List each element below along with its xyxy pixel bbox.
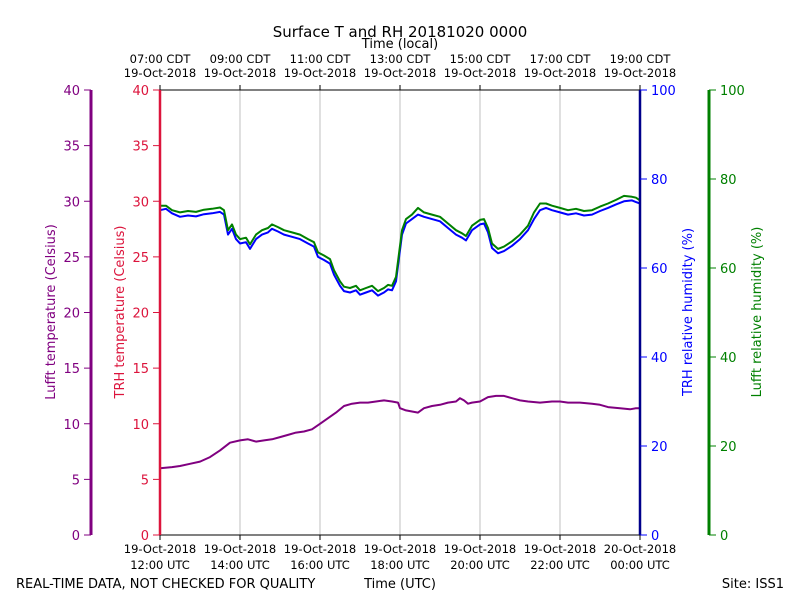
chart-title: Surface T and RH 20181020 0000 (273, 23, 528, 41)
top-x-tick-time: 19:00 CDT (610, 52, 672, 66)
top-x-tick-time: 17:00 CDT (530, 52, 592, 66)
lufft-temperature-tick-label: 10 (63, 418, 80, 433)
lufft-temperature-tick-label: 15 (63, 362, 80, 377)
top-x-tick-time: 15:00 CDT (450, 52, 512, 66)
lufft-humidity-tick-label: 80 (720, 173, 737, 188)
bottom-x-tick-time: 16:00 UTC (290, 558, 350, 572)
trh-humidity-tick-label: 100 (651, 84, 676, 99)
lufft-temperature-tick-label: 5 (72, 473, 80, 488)
trh-temperature-tick-label: 40 (132, 84, 149, 99)
bottom-x-tick-date: 19-Oct-2018 (284, 542, 356, 556)
bottom-x-tick-date: 19-Oct-2018 (524, 542, 596, 556)
trh-temperature-tick-label: 10 (132, 418, 149, 433)
trh-humidity-tick-label: 20 (651, 440, 668, 455)
trh-humidity-tick-label: 0 (651, 529, 659, 544)
bottom-x-tick-date: 19-Oct-2018 (364, 542, 436, 556)
trh-temperature-tick-label: 30 (132, 195, 149, 210)
lufft-humidity-tick-label: 40 (720, 351, 737, 366)
top-x-tick-time: 13:00 CDT (370, 52, 432, 66)
trh-temperature-tick-label: 25 (132, 251, 149, 266)
bottom-x-tick-time: 00:00 UTC (610, 558, 670, 572)
series-line-trh_rh (159, 199, 641, 297)
top-x-tick-time: 07:00 CDT (130, 52, 192, 66)
top-x-tick-time: 11:00 CDT (290, 52, 352, 66)
data-series (159, 194, 641, 470)
top-x-tick-date: 19-Oct-2018 (444, 66, 516, 80)
bottom-x-tick-date: 20-Oct-2018 (604, 542, 676, 556)
series-line-lufft_rh (160, 194, 641, 293)
top-x-tick-date: 19-Oct-2018 (204, 66, 276, 80)
bottom-x-tick-time: 18:00 UTC (370, 558, 430, 572)
trh-temperature-tick-label: 20 (132, 307, 149, 322)
lufft-temperature-axis-label: Lufft temperature (Celsius) (44, 224, 59, 400)
trh-humidity-tick-label: 40 (651, 351, 668, 366)
x-axis-label: Time (UTC) (363, 577, 436, 592)
lufft-temperature-tick-label: 40 (63, 84, 80, 99)
lufft-humidity-axis-label: Lufft relative humidity (%) (750, 227, 765, 398)
lufft-humidity-tick-label: 0 (720, 529, 728, 544)
bottom-x-tick-date: 19-Oct-2018 (204, 542, 276, 556)
x-gridlines (239, 90, 561, 535)
lufft-temperature-tick-label: 25 (63, 251, 80, 266)
lufft-humidity-tick-label: 60 (720, 262, 737, 277)
trh-temperature-tick-label: 0 (141, 529, 149, 544)
lufft-temperature-tick-label: 0 (72, 529, 80, 544)
lufft-temperature-tick-label: 30 (63, 195, 80, 210)
site-label: Site: ISS1 (722, 577, 784, 592)
top-x-tick-date: 19-Oct-2018 (124, 66, 196, 80)
top-x-tick-time: 09:00 CDT (210, 52, 272, 66)
trh-temperature-axis-label: TRH temperature (Celsius) (113, 226, 128, 400)
axis-ticks: 0 5 10 15 20 25 30 35 40 0 5 10 15 20 25 30 35 40 0 20 40 60 8… (63, 52, 744, 572)
bottom-x-tick-date: 19-Oct-2018 (444, 542, 516, 556)
trh-humidity-tick-label: 80 (651, 173, 668, 188)
trh-humidity-tick-label: 60 (651, 262, 668, 277)
bottom-x-tick-time: 14:00 UTC (210, 558, 270, 572)
series-line-lufft_temp (159, 394, 640, 470)
bottom-x-tick-time: 22:00 UTC (530, 558, 590, 572)
trh-temperature-tick-label: 15 (132, 362, 149, 377)
lufft-temperature-tick-label: 35 (63, 140, 80, 155)
top-axis-label: Time (local) (361, 37, 438, 52)
top-x-tick-date: 19-Oct-2018 (364, 66, 436, 80)
bottom-x-tick-date: 19-Oct-2018 (124, 542, 196, 556)
lufft-humidity-tick-label: 100 (720, 84, 745, 99)
top-x-tick-date: 19-Oct-2018 (524, 66, 596, 80)
lufft-temperature-tick-label: 20 (63, 307, 80, 322)
top-x-tick-date: 19-Oct-2018 (604, 66, 676, 80)
bottom-x-tick-time: 12:00 UTC (130, 558, 190, 572)
trh-humidity-axis-label: TRH relative humidity (%) (681, 228, 696, 397)
trh-temperature-tick-label: 35 (132, 140, 149, 155)
bottom-x-tick-time: 20:00 UTC (450, 558, 510, 572)
lufft-humidity-tick-label: 20 (720, 440, 737, 455)
trh-temperature-tick-label: 5 (141, 473, 149, 488)
quality-disclaimer: REAL-TIME DATA, NOT CHECKED FOR QUALITY (16, 577, 315, 592)
top-x-tick-date: 19-Oct-2018 (284, 66, 356, 80)
